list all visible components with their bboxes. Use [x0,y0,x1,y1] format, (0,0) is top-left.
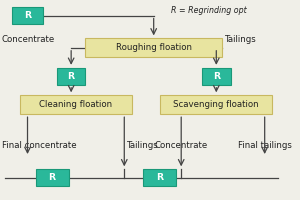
Text: Concentrate: Concentrate [154,141,208,150]
Text: Tailings: Tailings [225,35,257,44]
Text: Tailings: Tailings [127,141,159,150]
Text: Final tailings: Final tailings [238,141,292,150]
Text: Cleaning floation: Cleaning floation [39,100,112,109]
FancyBboxPatch shape [85,38,223,57]
Text: Concentrate: Concentrate [2,35,55,44]
Text: R: R [213,72,220,81]
Text: R: R [68,72,75,81]
FancyBboxPatch shape [143,169,176,186]
FancyBboxPatch shape [160,95,272,114]
Text: R: R [49,173,56,182]
Text: R: R [24,11,31,20]
Text: R: R [156,173,163,182]
Text: R = Regrinding opt: R = Regrinding opt [171,6,247,15]
FancyBboxPatch shape [57,68,86,85]
FancyBboxPatch shape [202,68,230,85]
FancyBboxPatch shape [12,7,43,24]
FancyBboxPatch shape [36,169,69,186]
FancyBboxPatch shape [20,95,132,114]
Text: Scavenging floation: Scavenging floation [173,100,259,109]
Text: Roughing floation: Roughing floation [116,43,192,52]
Text: Final concentrate: Final concentrate [2,141,76,150]
